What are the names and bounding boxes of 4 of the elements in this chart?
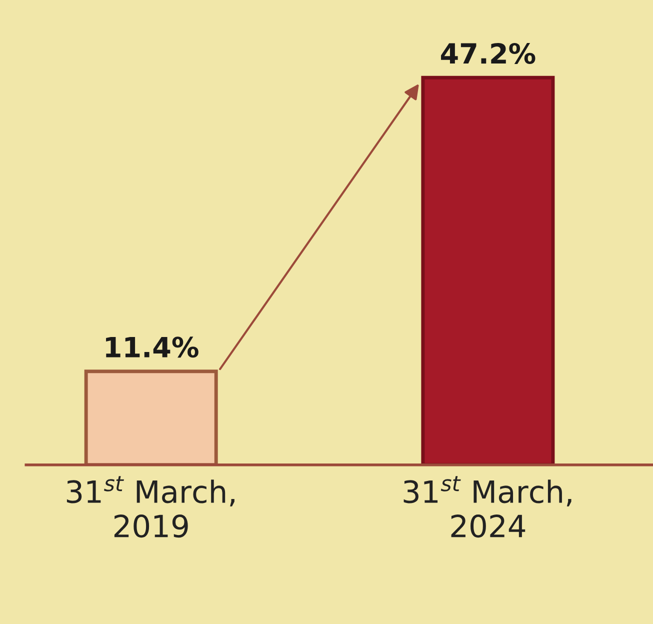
data-label: 47.2% bbox=[441, 42, 536, 64]
x-tick-label: 31$^{st}$ March, 2024 bbox=[404, 476, 572, 538]
data-label: 11.4% bbox=[106, 336, 198, 358]
x-tick-label: 31$^{st}$ March, 2019 bbox=[66, 476, 234, 538]
